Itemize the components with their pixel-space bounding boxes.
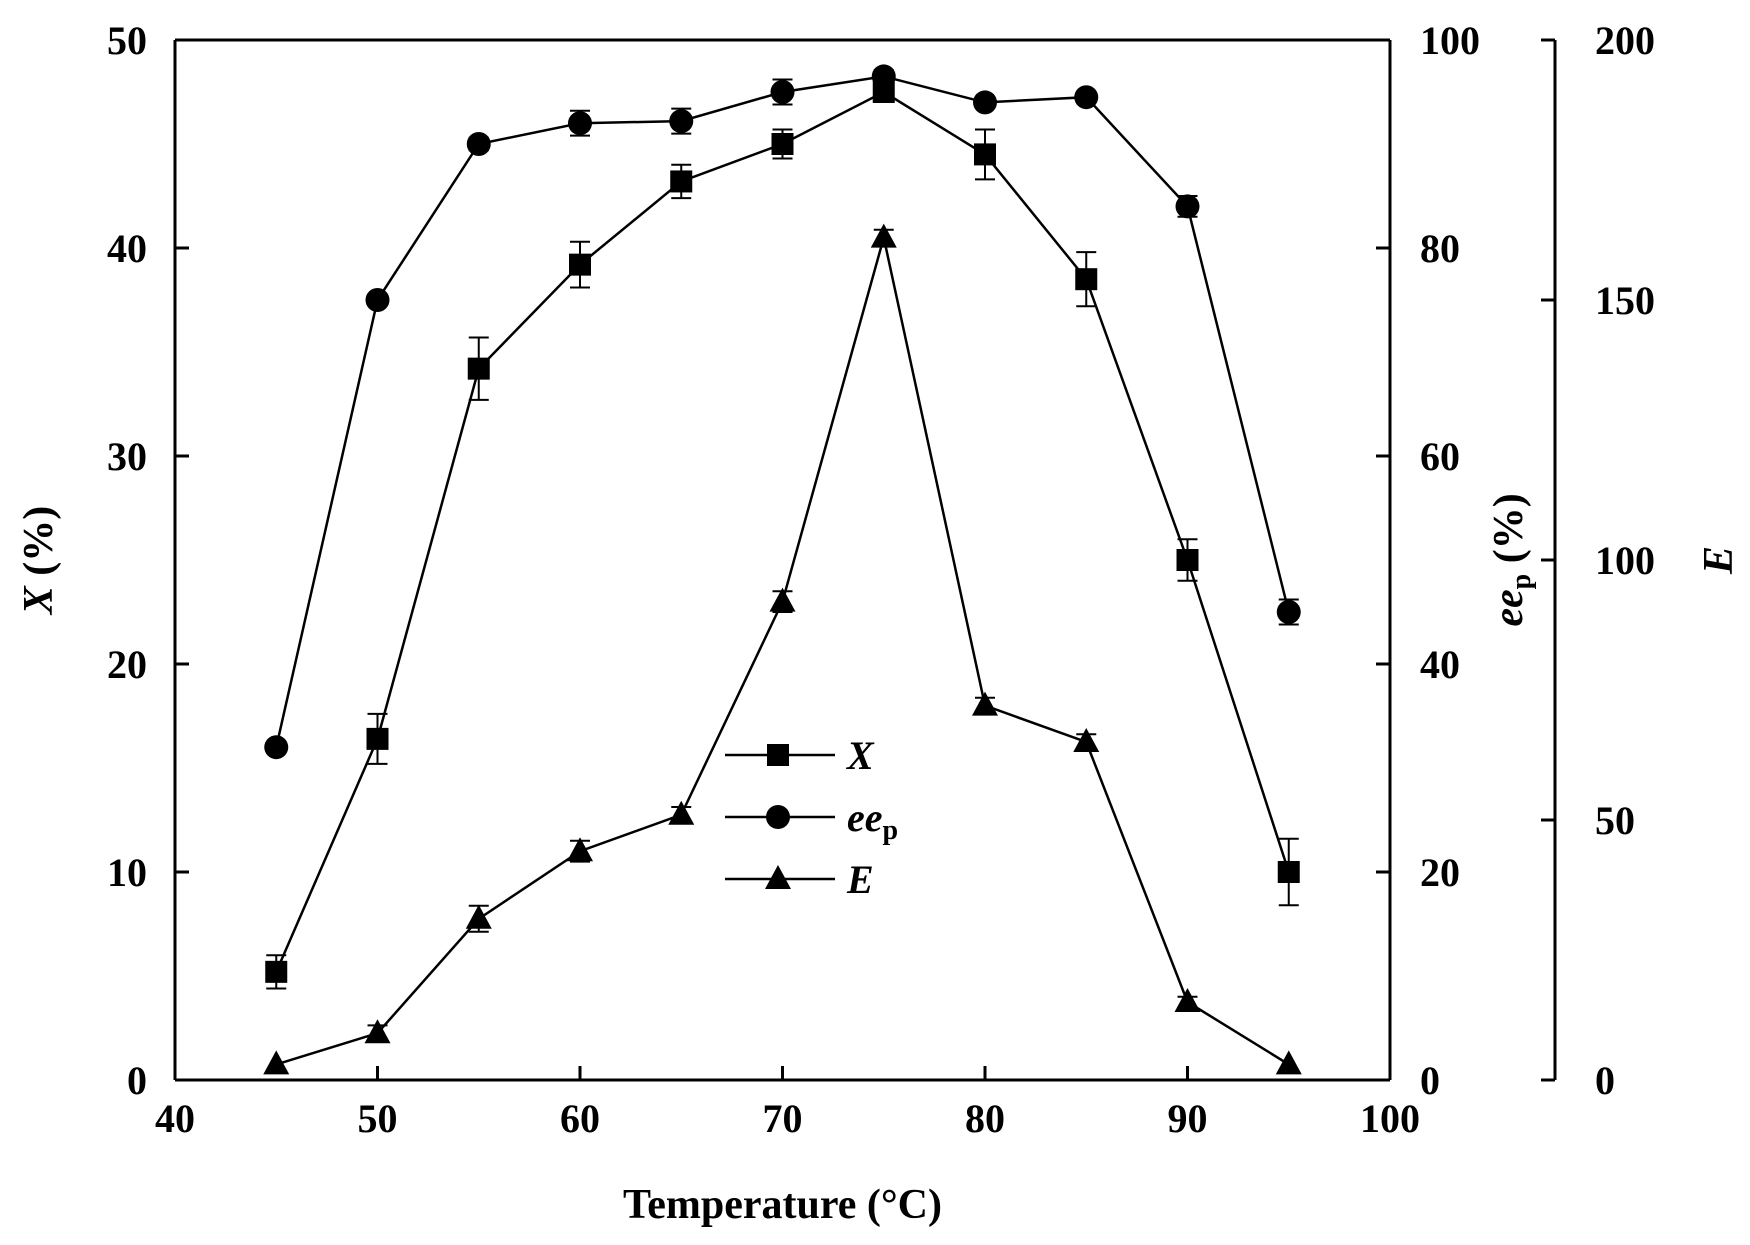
middle-y-tick-label: 40	[1420, 642, 1460, 687]
middle-y-title-symbol: ee	[1486, 589, 1532, 626]
middle-y-tick-label: 20	[1420, 850, 1460, 895]
data-point-circle	[264, 735, 289, 760]
data-point-square	[366, 727, 389, 750]
legend-label-circle: eep	[847, 795, 898, 846]
data-point-square	[1176, 549, 1199, 571]
data-point-square	[974, 143, 996, 166]
legend-label-subscript: p	[883, 815, 899, 846]
middle-y-title-subscript: p	[1506, 574, 1537, 590]
left-y-axis-title: X (%)	[16, 506, 62, 617]
x-axis-title: Temperature (°C)	[623, 1182, 942, 1228]
middle-y-title-unit: (%)	[1486, 493, 1532, 573]
middle-y-tick-label: 0	[1420, 1058, 1440, 1103]
data-point-triangle	[1174, 988, 1201, 1012]
data-point-square	[670, 170, 693, 193]
legend-item-square: X	[725, 733, 875, 778]
plot-area	[263, 64, 1302, 1075]
left-y-tick-label: 50	[107, 18, 147, 63]
data-point-square	[1277, 861, 1300, 883]
legend-label-text: ee	[847, 795, 883, 840]
x-tick-label: 50	[358, 1096, 398, 1141]
data-point-square	[771, 133, 794, 155]
data-point-triangle	[972, 691, 998, 716]
left-y-tick-label: 10	[107, 850, 147, 895]
data-point-square	[265, 960, 288, 983]
middle-y-tick-label: 80	[1420, 226, 1460, 271]
middle-y-axis-title: eep (%)	[1486, 493, 1537, 626]
legend-label-square: X	[845, 733, 875, 778]
right-y-tick-label: 100	[1595, 538, 1655, 583]
legend-marker-triangle	[765, 865, 791, 889]
data-point-triangle	[769, 587, 796, 612]
data-point-triangle	[567, 837, 593, 862]
data-point-triangle	[465, 904, 492, 929]
right-y-tick-label: 0	[1595, 1058, 1615, 1103]
x-tick-label: 40	[155, 1096, 195, 1141]
data-point-circle	[568, 111, 592, 136]
left-y-tick-label: 30	[107, 434, 147, 479]
x-tick-label: 100	[1360, 1096, 1420, 1141]
x-tick-label: 80	[965, 1096, 1005, 1141]
data-point-square	[467, 357, 490, 380]
data-point-circle	[871, 64, 896, 89]
x-tick-label: 70	[763, 1096, 803, 1141]
x-tick-label: 60	[560, 1096, 600, 1141]
middle-y-tick-label: 60	[1420, 434, 1460, 479]
series-square	[265, 81, 1300, 990]
data-point-triangle	[263, 1050, 290, 1075]
legend-marker-circle	[766, 805, 790, 829]
data-point-circle	[973, 90, 997, 115]
left-y-title-unit: (%)	[16, 506, 62, 586]
data-point-square	[569, 253, 591, 276]
data-point-triangle	[870, 223, 897, 248]
data-point-circle	[1074, 85, 1099, 110]
middle-y-tick-label: 100	[1420, 18, 1480, 63]
data-point-triangle	[1073, 728, 1100, 752]
legend-label-text: X	[845, 733, 875, 778]
data-point-circle	[1175, 194, 1200, 219]
data-point-circle	[669, 109, 694, 134]
data-point-triangle	[364, 1019, 391, 1044]
legend-item-triangle: E	[725, 857, 874, 902]
right-y-axis-title: E	[1696, 546, 1742, 575]
series-triangle	[263, 223, 1302, 1075]
data-point-triangle	[668, 800, 695, 825]
series-circle	[264, 64, 1301, 760]
data-point-circle	[365, 288, 390, 312]
axes-group: 40 50 60 70 80 90 1000102030405002040608010005…	[16, 18, 1742, 1228]
legend-item-circle: eep	[725, 795, 898, 846]
right-y-tick-label: 50	[1595, 798, 1635, 843]
right-y-tick-label: 150	[1595, 278, 1655, 323]
data-point-triangle	[1275, 1050, 1302, 1075]
data-point-circle	[1276, 600, 1301, 624]
data-point-circle	[770, 80, 795, 104]
series-line-circle	[275, 75, 1290, 748]
left-y-tick-label: 40	[107, 226, 147, 271]
data-point-square	[1075, 268, 1098, 291]
right-y-tick-label: 200	[1595, 18, 1655, 63]
legend-marker-square	[767, 744, 789, 766]
data-point-circle	[466, 132, 491, 156]
left-y-title-symbol: X	[16, 585, 62, 616]
legend-label-text: E	[846, 857, 874, 902]
legend-label-triangle: E	[846, 857, 874, 902]
left-y-tick-label: 0	[127, 1058, 147, 1103]
series-line-triangle	[275, 237, 1290, 1066]
left-y-tick-label: 20	[107, 642, 147, 687]
x-tick-label: 90	[1168, 1096, 1208, 1141]
